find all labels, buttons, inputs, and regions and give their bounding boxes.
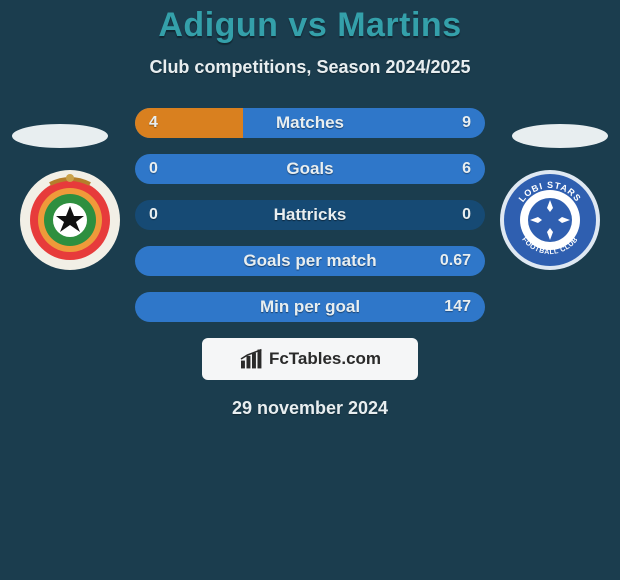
stat-label: Goals per match [135, 246, 485, 276]
stat-row: 00Hattricks [135, 200, 485, 230]
player-left-name: Adigun [158, 6, 278, 44]
bar-chart-icon [239, 348, 265, 370]
attribution-text: FcTables.com [269, 349, 381, 369]
snapshot-date: 29 november 2024 [0, 398, 620, 419]
subtitle: Club competitions, Season 2024/2025 [0, 57, 620, 78]
stat-row: 147Min per goal [135, 292, 485, 322]
player-right-name: Martins [337, 6, 461, 44]
stat-row: 06Goals [135, 154, 485, 184]
page-title: Adigun vs Martins [0, 0, 620, 45]
stat-label: Goals [135, 154, 485, 184]
stat-label: Matches [135, 108, 485, 138]
stat-row: 0.67Goals per match [135, 246, 485, 276]
stat-label: Min per goal [135, 292, 485, 322]
vs-separator: vs [288, 6, 327, 44]
stat-label: Hattricks [135, 200, 485, 230]
stat-row: 49Matches [135, 108, 485, 138]
attribution-badge: FcTables.com [202, 338, 418, 380]
comparison-card: Adigun vs Martins Club competitions, Sea… [0, 0, 620, 580]
stats-bars: 49Matches 06Goals 00Hattricks 0.67Goals per… [0, 108, 620, 322]
